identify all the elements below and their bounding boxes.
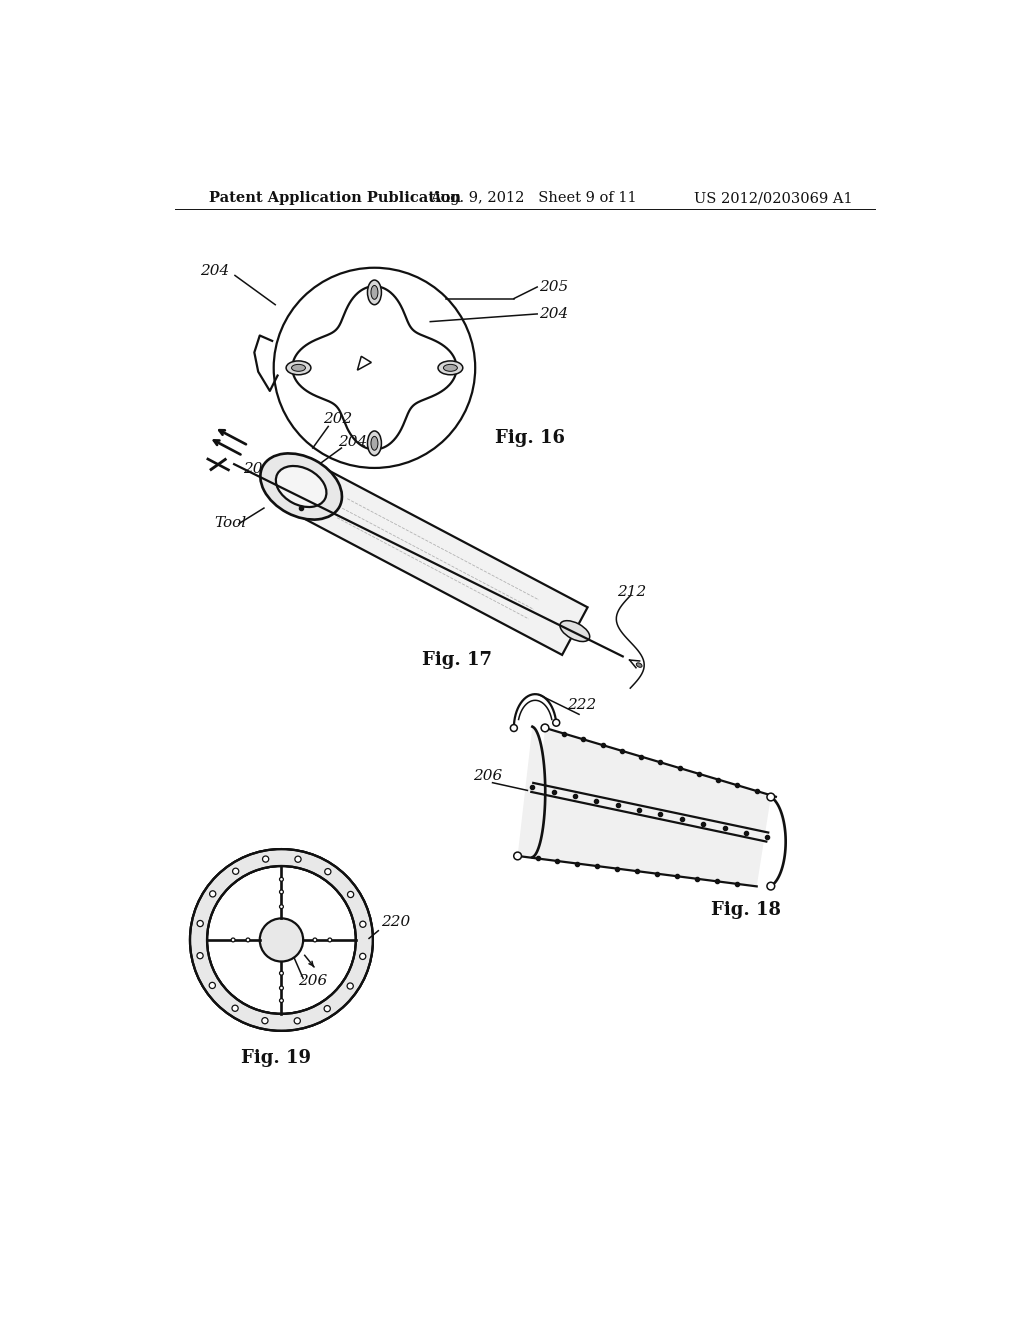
Circle shape: [325, 869, 331, 875]
Circle shape: [197, 953, 203, 958]
Circle shape: [328, 939, 332, 942]
Text: Fig. 16: Fig. 16: [495, 429, 564, 447]
Text: 205: 205: [540, 280, 568, 294]
Text: 204: 204: [200, 264, 229, 279]
Ellipse shape: [292, 364, 305, 371]
Text: 212: 212: [617, 586, 647, 599]
Circle shape: [262, 1018, 268, 1024]
Circle shape: [347, 891, 353, 898]
Ellipse shape: [443, 364, 458, 371]
Circle shape: [359, 921, 366, 928]
Text: Fig. 18: Fig. 18: [711, 900, 781, 919]
Text: Tool: Tool: [214, 516, 247, 529]
Text: 205: 205: [243, 462, 272, 475]
Text: 206: 206: [473, 770, 503, 783]
Text: Fig. 17: Fig. 17: [423, 651, 493, 669]
Circle shape: [280, 890, 284, 894]
Ellipse shape: [371, 285, 378, 300]
Text: 222: 222: [567, 698, 597, 711]
Circle shape: [210, 891, 216, 898]
Circle shape: [347, 983, 353, 989]
Text: 202: 202: [323, 412, 352, 426]
Circle shape: [510, 725, 517, 731]
Circle shape: [280, 999, 284, 1002]
Circle shape: [325, 1006, 331, 1011]
Text: Fig. 19: Fig. 19: [241, 1049, 311, 1067]
Circle shape: [294, 1018, 300, 1024]
Ellipse shape: [286, 360, 311, 375]
Ellipse shape: [636, 663, 642, 668]
Text: 204: 204: [338, 436, 368, 450]
Ellipse shape: [438, 360, 463, 375]
Ellipse shape: [275, 466, 327, 507]
Circle shape: [197, 920, 204, 927]
Circle shape: [232, 869, 239, 874]
Ellipse shape: [368, 280, 381, 305]
Circle shape: [209, 982, 215, 989]
Circle shape: [553, 719, 560, 726]
Circle shape: [767, 793, 775, 801]
Polygon shape: [517, 727, 785, 886]
Text: 204: 204: [540, 308, 568, 321]
Circle shape: [231, 939, 236, 942]
Circle shape: [359, 953, 366, 960]
Polygon shape: [289, 463, 588, 655]
Circle shape: [767, 882, 775, 890]
Circle shape: [514, 853, 521, 859]
Circle shape: [541, 725, 549, 731]
Text: Patent Application Publication: Patent Application Publication: [209, 191, 462, 206]
Circle shape: [260, 919, 303, 961]
Circle shape: [280, 904, 284, 908]
Ellipse shape: [260, 453, 342, 520]
Circle shape: [295, 857, 301, 862]
Text: Aug. 9, 2012   Sheet 9 of 11: Aug. 9, 2012 Sheet 9 of 11: [430, 191, 637, 206]
Ellipse shape: [560, 620, 590, 642]
Text: 206: 206: [299, 974, 328, 987]
Circle shape: [262, 855, 268, 862]
Circle shape: [246, 939, 250, 942]
Circle shape: [280, 986, 284, 990]
Text: US 2012/0203069 A1: US 2012/0203069 A1: [693, 191, 852, 206]
Ellipse shape: [371, 437, 378, 450]
Text: 220: 220: [381, 915, 410, 929]
Circle shape: [280, 878, 284, 882]
Circle shape: [280, 972, 284, 975]
Circle shape: [232, 1005, 239, 1011]
Circle shape: [313, 939, 316, 942]
Ellipse shape: [368, 430, 381, 455]
